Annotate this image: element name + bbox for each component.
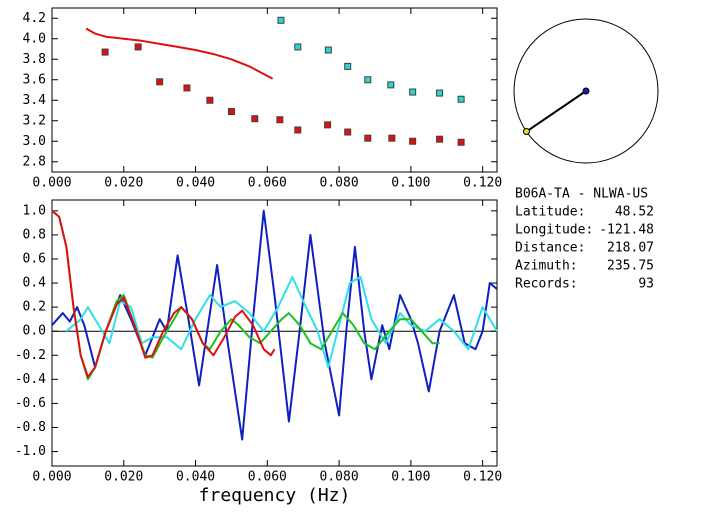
x-tick-label: 0.080	[320, 470, 359, 485]
y-tick-label: 0.4	[23, 276, 47, 291]
y-tick-label: 3.8	[23, 52, 46, 67]
info-label: Distance:	[515, 241, 585, 256]
marker	[387, 81, 395, 89]
marker	[294, 126, 302, 134]
station-dot	[582, 87, 590, 95]
series-line	[51, 210, 276, 378]
series-line	[51, 209, 498, 441]
y-tick-label: 0.8	[23, 227, 46, 242]
y-tick-label: -0.2	[15, 348, 46, 363]
x-tick-label: 0.020	[104, 176, 143, 191]
x-axis-label: frequency (Hz)	[199, 485, 351, 506]
info-value: -121.48	[599, 223, 654, 238]
marker	[344, 62, 352, 70]
x-tick-label: 0.100	[391, 176, 430, 191]
x-tick-label: 0.120	[463, 470, 502, 485]
series-line	[51, 210, 440, 381]
marker	[364, 134, 372, 142]
y-tick-label: 1.0	[23, 203, 46, 218]
marker	[364, 76, 372, 84]
marker	[409, 137, 417, 145]
marker	[294, 43, 302, 51]
x-tick-label: 0.020	[104, 470, 143, 485]
marker	[276, 116, 284, 124]
marker	[436, 89, 444, 97]
marker	[324, 46, 332, 54]
marker	[101, 48, 109, 56]
marker	[388, 134, 396, 142]
y-tick-label: 0.6	[23, 251, 46, 266]
azimuth-circle	[513, 18, 659, 164]
info-label: Azimuth:	[515, 259, 578, 274]
info-value: 93	[638, 277, 654, 292]
info-value: 218.07	[607, 241, 654, 256]
plot-frame	[51, 7, 498, 173]
marker	[457, 95, 465, 103]
x-tick-label: 0.120	[463, 176, 502, 191]
y-tick-label: 4.2	[23, 11, 46, 26]
marker	[183, 84, 191, 92]
plot-frame	[51, 199, 498, 467]
y-tick-label: 0.2	[23, 300, 46, 315]
marker	[324, 121, 332, 129]
y-tick-label: -1.0	[15, 444, 46, 459]
x-tick-label: 0.060	[248, 176, 287, 191]
marker	[134, 43, 142, 51]
marker	[457, 138, 465, 146]
marker	[251, 115, 259, 123]
station-name: B06A-TA - NLWA-US	[515, 187, 648, 202]
y-tick-label: -0.4	[15, 372, 46, 387]
azimuth-line	[525, 90, 587, 133]
marker	[156, 78, 164, 86]
marker	[344, 128, 352, 136]
info-label: Records:	[515, 277, 578, 292]
x-tick-label: 0.080	[320, 176, 359, 191]
marker	[436, 135, 444, 143]
y-tick-label: 0.0	[23, 324, 46, 339]
marker	[227, 108, 235, 116]
info-label: Latitude:	[515, 205, 585, 220]
marker	[277, 16, 285, 24]
x-tick-label: 0.040	[176, 176, 215, 191]
y-tick-label: 3.4	[23, 93, 47, 108]
marker	[409, 88, 417, 96]
y-tick-label: 3.0	[23, 134, 46, 149]
x-tick-label: 0.000	[32, 176, 71, 191]
x-tick-label: 0.060	[248, 470, 287, 485]
y-tick-label: 3.6	[23, 72, 46, 87]
info-label: Longitude:	[515, 223, 593, 238]
x-tick-label: 0.000	[32, 470, 71, 485]
series-line	[85, 27, 274, 80]
y-tick-label: 3.2	[23, 113, 46, 128]
x-tick-label: 0.100	[391, 470, 430, 485]
y-tick-label: 4.0	[23, 31, 46, 46]
marker	[206, 96, 214, 104]
x-tick-label: 0.040	[176, 470, 215, 485]
info-value: 48.52	[615, 205, 654, 220]
event-dot	[522, 128, 530, 136]
info-value: 235.75	[607, 259, 654, 274]
y-tick-label: -0.8	[15, 420, 46, 435]
y-tick-label: -0.6	[15, 396, 46, 411]
y-tick-label: 2.8	[23, 154, 46, 169]
